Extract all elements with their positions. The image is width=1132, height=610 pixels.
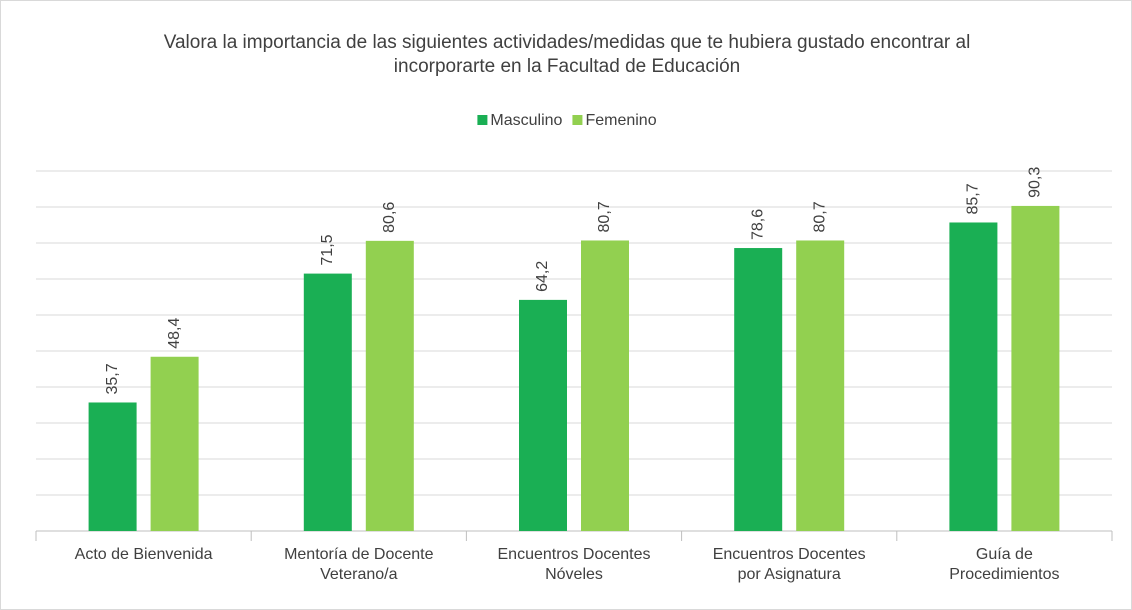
bar [796,240,845,532]
bar [949,222,998,532]
data-label: 48,4 [166,318,183,349]
data-label: 78,6 [749,209,766,240]
data-label: 80,7 [811,201,828,232]
legend-label: Femenino [585,112,656,129]
bar [519,299,567,531]
bar [581,240,629,532]
data-label: 35,7 [104,363,121,394]
x-tick-label: Encuentros Docentes Nóveles [497,546,651,583]
bar [88,402,137,531]
data-label: 90,3 [1027,167,1044,198]
x-tick-label: Guía de Procedimientos [949,546,1060,583]
data-label: 71,5 [319,234,336,265]
bar [365,240,414,531]
data-label: 85,7 [965,183,982,214]
bar [1011,205,1060,532]
x-tick-label: Mentoría de Docente Veterano/a [284,546,434,583]
data-label: 80,6 [381,202,398,233]
chart-title: Valora la importancia de las siguientes … [163,32,971,77]
legend-swatch [477,115,488,125]
bar [150,356,199,531]
x-tick-label: Acto de Bienvenida [74,546,213,563]
x-tick-label: Encuentros Docentes por Asignatura [712,546,866,583]
bar [734,248,783,532]
bar [303,273,352,531]
legend-label: Masculino [490,112,562,129]
data-label: 64,2 [534,261,551,292]
legend-swatch [572,115,583,125]
data-label: 80,7 [596,201,613,232]
